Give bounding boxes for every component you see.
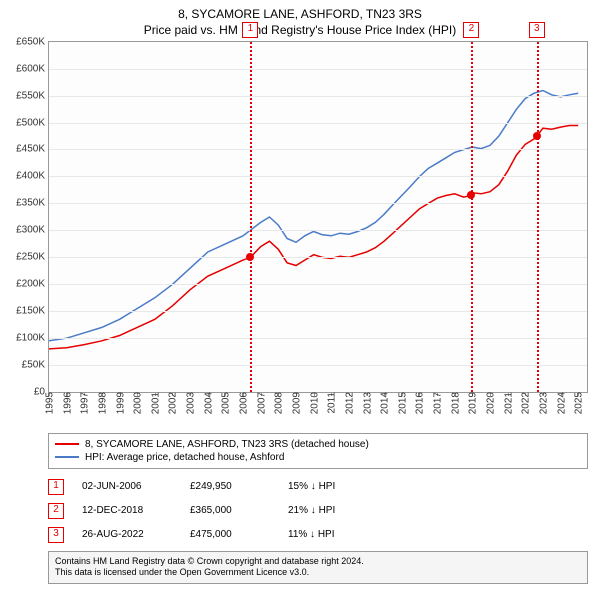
marker-dot-2	[467, 191, 475, 199]
y-tick-label: £550K	[16, 90, 49, 101]
event-row: 2 12-DEC-2018 £365,000 21% ↓ HPI	[48, 499, 588, 523]
y-tick-label: £100K	[16, 332, 49, 343]
x-tick-label: 2008	[272, 392, 285, 414]
event-diff: 21% ↓ HPI	[288, 505, 388, 516]
x-tick-label: 2018	[448, 392, 461, 414]
x-tick-label: 2024	[554, 392, 567, 414]
y-tick-label: £600K	[16, 63, 49, 74]
y-gridline	[49, 230, 587, 231]
event-date: 12-DEC-2018	[82, 505, 172, 516]
x-tick-label: 1999	[113, 392, 126, 414]
x-tick-label: 2017	[431, 392, 444, 414]
line-svg	[49, 42, 587, 392]
marker-badge-2: 2	[463, 22, 479, 38]
y-tick-label: £300K	[16, 225, 49, 236]
x-tick-label: 2003	[184, 392, 197, 414]
x-tick-label: 2012	[342, 392, 355, 414]
x-tick-label: 2010	[307, 392, 320, 414]
x-tick-label: 1995	[43, 392, 56, 414]
legend-label: 8, SYCAMORE LANE, ASHFORD, TN23 3RS (det…	[85, 439, 369, 450]
y-gridline	[49, 284, 587, 285]
event-badge: 2	[48, 503, 64, 519]
y-tick-label: £450K	[16, 144, 49, 155]
legend-box: 8, SYCAMORE LANE, ASHFORD, TN23 3RS (det…	[48, 433, 588, 469]
x-tick-label: 2022	[519, 392, 532, 414]
footer-line-2: This data is licensed under the Open Gov…	[55, 567, 581, 579]
marker-line-3	[537, 42, 539, 392]
y-tick-label: £150K	[16, 306, 49, 317]
x-tick-label: 2020	[483, 392, 496, 414]
y-gridline	[49, 311, 587, 312]
x-tick-label: 1996	[60, 392, 73, 414]
footer-line-1: Contains HM Land Registry data © Crown c…	[55, 556, 581, 568]
x-tick-label: 2023	[536, 392, 549, 414]
legend-swatch	[55, 456, 79, 458]
x-tick-label: 2025	[572, 392, 585, 414]
y-gridline	[49, 365, 587, 366]
y-tick-label: £350K	[16, 198, 49, 209]
events-table: 1 02-JUN-2006 £249,950 15% ↓ HPI 2 12-DEC-201…	[48, 475, 588, 547]
x-tick-label: 2011	[325, 392, 338, 414]
x-tick-label: 1997	[78, 392, 91, 414]
x-tick-label: 2004	[201, 392, 214, 414]
y-gridline	[49, 203, 587, 204]
y-gridline	[49, 176, 587, 177]
marker-dot-3	[533, 132, 541, 140]
y-gridline	[49, 123, 587, 124]
y-gridline	[49, 69, 587, 70]
y-tick-label: £200K	[16, 279, 49, 290]
y-tick-label: £250K	[16, 252, 49, 263]
event-diff: 15% ↓ HPI	[288, 481, 388, 492]
x-tick-label: 2006	[237, 392, 250, 414]
marker-line-1	[250, 42, 252, 392]
legend-label: HPI: Average price, detached house, Ashf…	[85, 452, 284, 463]
x-tick-label: 2015	[395, 392, 408, 414]
event-price: £365,000	[190, 505, 270, 516]
y-tick-label: £650K	[16, 36, 49, 47]
event-price: £475,000	[190, 529, 270, 540]
event-row: 3 26-AUG-2022 £475,000 11% ↓ HPI	[48, 523, 588, 547]
legend-swatch	[55, 443, 79, 445]
marker-line-2	[471, 42, 473, 392]
footer-attribution: Contains HM Land Registry data © Crown c…	[48, 551, 588, 584]
y-gridline	[49, 338, 587, 339]
marker-badge-3: 3	[529, 22, 545, 38]
chart-title: 8, SYCAMORE LANE, ASHFORD, TN23 3RS	[0, 0, 600, 23]
event-diff: 11% ↓ HPI	[288, 529, 388, 540]
marker-dot-1	[246, 253, 254, 261]
chart-container: 8, SYCAMORE LANE, ASHFORD, TN23 3RS Pric…	[0, 0, 600, 590]
x-tick-label: 1998	[95, 392, 108, 414]
legend-row: HPI: Average price, detached house, Ashf…	[55, 451, 581, 464]
x-tick-label: 2007	[254, 392, 267, 414]
y-tick-label: £50K	[22, 359, 49, 370]
y-gridline	[49, 96, 587, 97]
y-tick-label: £400K	[16, 171, 49, 182]
x-tick-label: 2019	[466, 392, 479, 414]
x-tick-label: 2001	[148, 392, 161, 414]
y-gridline	[49, 149, 587, 150]
series-price_paid	[49, 125, 578, 348]
x-tick-label: 2016	[413, 392, 426, 414]
y-gridline	[49, 257, 587, 258]
series-hpi	[49, 90, 578, 340]
event-date: 02-JUN-2006	[82, 481, 172, 492]
event-badge: 3	[48, 527, 64, 543]
x-tick-label: 2014	[378, 392, 391, 414]
x-tick-label: 2002	[166, 392, 179, 414]
x-tick-label: 2009	[289, 392, 302, 414]
event-row: 1 02-JUN-2006 £249,950 15% ↓ HPI	[48, 475, 588, 499]
x-tick-label: 2005	[219, 392, 232, 414]
event-price: £249,950	[190, 481, 270, 492]
x-tick-label: 2021	[501, 392, 514, 414]
x-tick-label: 2013	[360, 392, 373, 414]
marker-badge-1: 1	[242, 22, 258, 38]
event-badge: 1	[48, 479, 64, 495]
chart-subtitle: Price paid vs. HM Land Registry's House …	[0, 23, 600, 41]
legend-row: 8, SYCAMORE LANE, ASHFORD, TN23 3RS (det…	[55, 438, 581, 451]
plot-area: £0£50K£100K£150K£200K£250K£300K£350K£400…	[48, 41, 588, 393]
event-date: 26-AUG-2022	[82, 529, 172, 540]
y-tick-label: £500K	[16, 117, 49, 128]
x-tick-label: 2000	[131, 392, 144, 414]
